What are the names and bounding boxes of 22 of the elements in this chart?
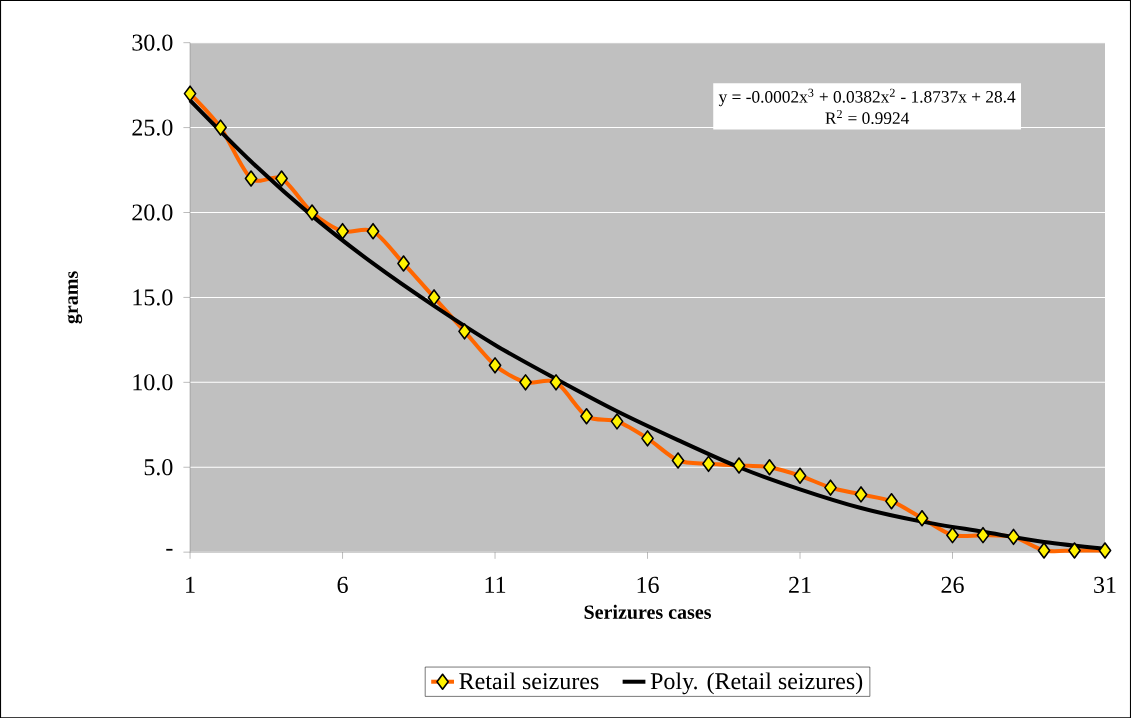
y-tick-label: - (166, 548, 173, 551)
x-tick-label: 31 (1094, 576, 1116, 593)
y-tick-label: 20.0 (132, 204, 173, 221)
annotation: y = -0.0002x$^{3}$ + 0.0382x$^{2}$ - 1.8737x + 28.4 (718, 88, 1016, 107)
x-tick-label: 16 (637, 576, 659, 593)
y-axis-title: grams (67, 271, 83, 324)
point (1098, 542, 1112, 559)
y-tick-label: 30.0 (132, 34, 173, 51)
y-tick-label: 25.0 (132, 119, 173, 136)
x-tick-label: 6 (337, 576, 348, 593)
x-tick-label: 26 (941, 576, 964, 593)
y-tick-label: 5.0 (144, 459, 173, 476)
legend-label: Retail seizures (459, 672, 599, 690)
x-tick-label: 11 (485, 576, 506, 593)
point (732, 457, 746, 474)
annotation: R$^{2}$ = 0.9924 (825, 109, 910, 124)
y-tick-label: 15.0 (133, 289, 173, 306)
x-axis-title: Serizures cases (584, 604, 712, 619)
x-tick-label: 21 (789, 576, 811, 593)
legend-label: Poly. (Retail seizures) (650, 672, 863, 695)
y-tick-label: 10.0 (133, 374, 173, 391)
x-tick-label: 1 (186, 576, 195, 593)
